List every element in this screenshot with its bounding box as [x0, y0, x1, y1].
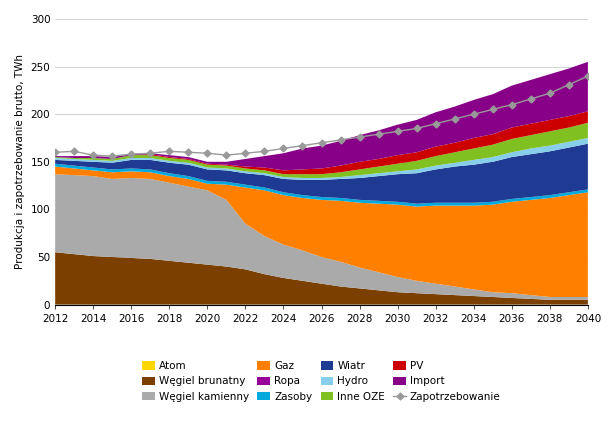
Legend: Atom, Węgiel brunatny, Węgiel kamienny, Gaz, Ropa, Zasoby, Wiatr, Hydro, Inne OZ: Atom, Węgiel brunatny, Węgiel kamienny, …: [142, 361, 501, 402]
Y-axis label: Produkcja i zapotrzebowanie brutto, TWh: Produkcja i zapotrzebowanie brutto, TWh: [15, 54, 25, 269]
